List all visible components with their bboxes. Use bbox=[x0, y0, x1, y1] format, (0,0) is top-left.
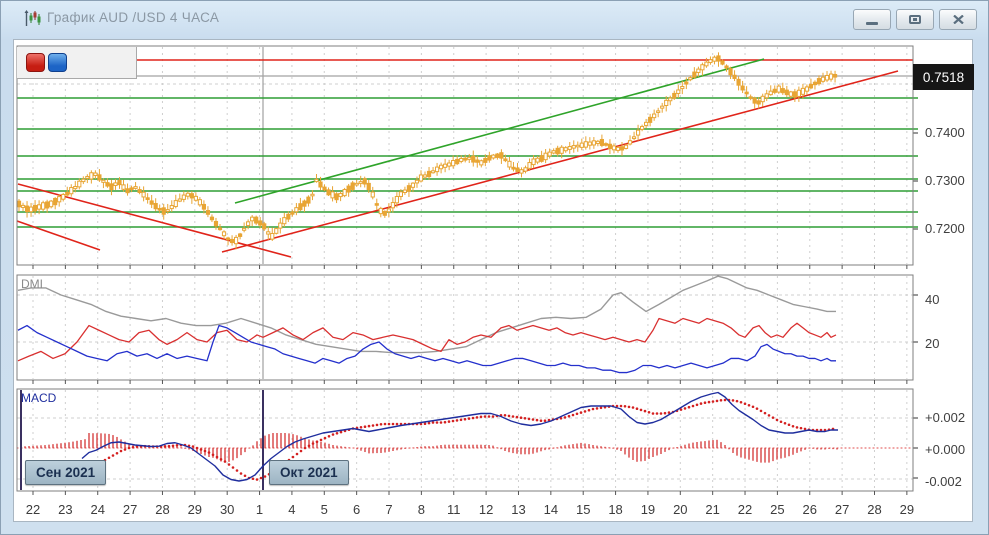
macd-panel[interactable] bbox=[15, 387, 919, 499]
date-label: 26 bbox=[802, 502, 817, 517]
date-label: 29 bbox=[187, 502, 203, 517]
current-price-tag: 0.7518 bbox=[913, 64, 974, 90]
date-label: 5 bbox=[320, 502, 328, 517]
macd-label: MACD bbox=[21, 391, 57, 405]
price-chart-panel[interactable] bbox=[15, 45, 919, 271]
date-label: 25 bbox=[770, 502, 785, 517]
macd-axis-label: +0.000 bbox=[925, 442, 966, 457]
date-label: 20 bbox=[673, 502, 688, 517]
date-label: 6 bbox=[353, 502, 361, 517]
chart-icon bbox=[24, 10, 41, 26]
dmi-label: DMI bbox=[21, 277, 43, 291]
date-label: 14 bbox=[543, 502, 559, 517]
dmi-axis-label: 40 bbox=[925, 292, 940, 307]
date-label: 28 bbox=[155, 502, 170, 517]
month-badge-oct: Окт 2021 bbox=[269, 460, 349, 485]
close-icon bbox=[952, 15, 964, 24]
date-label: 30 bbox=[219, 502, 235, 517]
date-label: 15 bbox=[575, 502, 591, 517]
date-label: 13 bbox=[511, 502, 526, 517]
window-controls bbox=[853, 9, 977, 30]
date-label: 28 bbox=[867, 502, 882, 517]
date-label: 24 bbox=[90, 502, 105, 517]
price-axis-label: 0.7300 bbox=[925, 173, 965, 188]
date-label: 23 bbox=[58, 502, 73, 517]
date-label: 27 bbox=[834, 502, 850, 517]
date-label: 7 bbox=[385, 502, 393, 517]
date-label: 29 bbox=[899, 502, 915, 517]
date-label: 12 bbox=[478, 502, 494, 517]
date-label: 22 bbox=[737, 502, 753, 517]
date-label: 22 bbox=[25, 502, 41, 517]
window-title: График AUD /USD 4 ЧАСА bbox=[47, 10, 220, 25]
date-label: 18 bbox=[608, 502, 623, 517]
date-label: 4 bbox=[288, 502, 296, 517]
maximize-icon bbox=[909, 15, 921, 24]
month-badge-sep: Сен 2021 bbox=[25, 460, 107, 485]
date-label: 11 bbox=[446, 502, 461, 517]
price-axis-label: 0.7400 bbox=[925, 125, 965, 140]
maximize-button[interactable] bbox=[896, 9, 934, 30]
window-titlebar[interactable]: График AUD /USD 4 ЧАСА bbox=[1, 1, 988, 35]
dmi-axis-label: 20 bbox=[925, 336, 940, 351]
price-axis-label: 0.7200 bbox=[925, 221, 965, 236]
red-marker-button[interactable] bbox=[26, 53, 45, 72]
date-label: 21 bbox=[705, 502, 720, 517]
date-label: 1 bbox=[255, 502, 264, 517]
date-label: 8 bbox=[417, 502, 425, 517]
close-button[interactable] bbox=[939, 9, 977, 30]
date-label: 27 bbox=[122, 502, 138, 517]
dmi-panel[interactable] bbox=[15, 273, 919, 387]
date-label: 19 bbox=[640, 502, 656, 517]
blue-marker-button[interactable] bbox=[48, 53, 67, 72]
minimize-icon bbox=[866, 22, 878, 25]
chart-toolbar bbox=[17, 47, 137, 79]
macd-axis-label: -0.002 bbox=[925, 474, 962, 489]
macd-axis-label: +0.002 bbox=[925, 410, 966, 425]
minimize-button[interactable] bbox=[853, 9, 891, 30]
